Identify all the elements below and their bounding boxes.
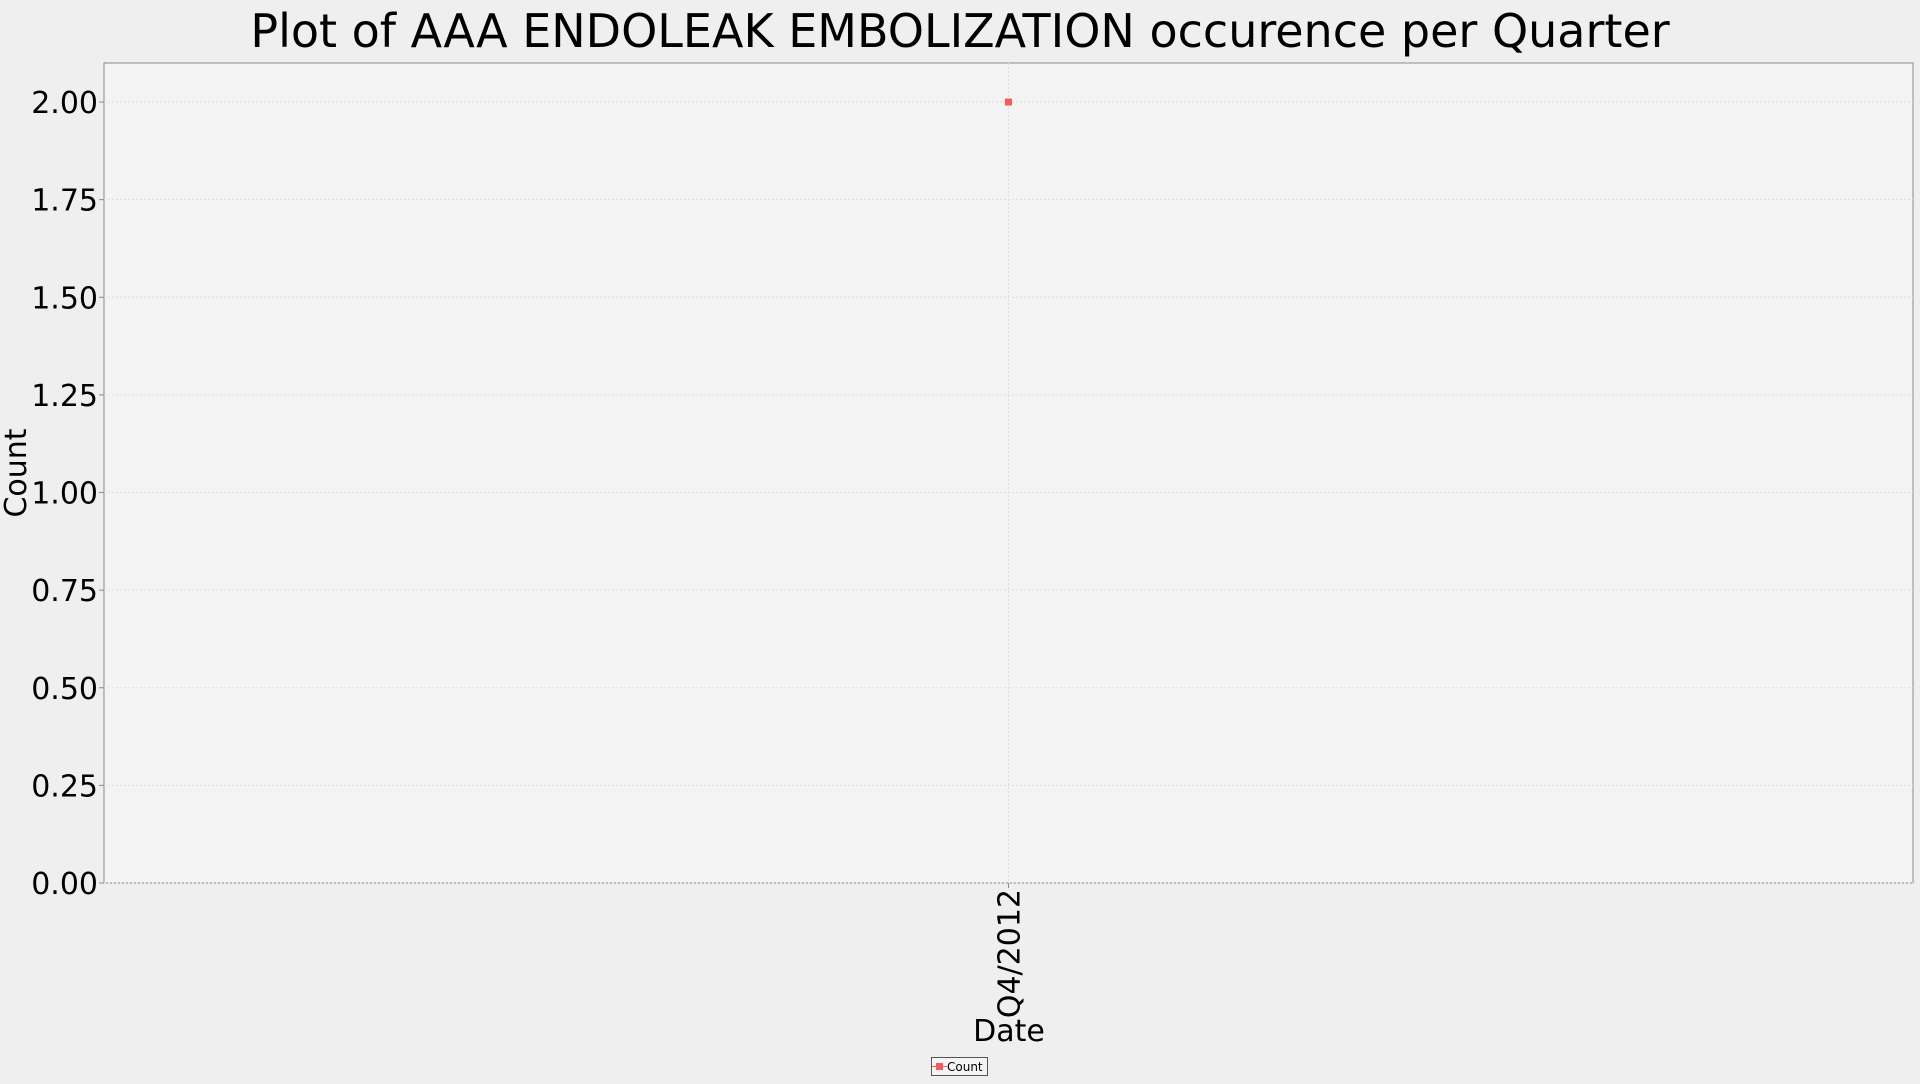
x-axis-label: Date [973, 1014, 1045, 1049]
y-axis-ticks: 0.00 0.25 0.50 0.75 1.00 1.25 1.50 1.75 2.00 [31, 86, 104, 902]
data-point [1005, 98, 1012, 106]
y-axis-label: Count [0, 428, 34, 517]
y-tick-label: 1.00 [31, 477, 98, 512]
x-axis-ticks: Q4/2012 [993, 883, 1028, 1018]
x-tick-label: Q4/2012 [993, 889, 1028, 1018]
y-tick-label: 1.75 [31, 184, 98, 219]
y-tick-label: 0.00 [31, 867, 98, 902]
y-tick-label: 2.00 [31, 86, 98, 121]
data-points [1005, 98, 1012, 106]
legend: Count [931, 1057, 988, 1076]
chart-title: Plot of AAA ENDOLEAK EMBOLIZATION occure… [250, 4, 1669, 58]
legend-marker-icon [932, 1063, 947, 1070]
y-tick-label: 0.75 [31, 574, 98, 609]
legend-label: Count [947, 1059, 983, 1074]
y-tick-label: 0.50 [31, 672, 98, 707]
y-tick-label: 1.25 [31, 379, 98, 414]
y-tick-label: 0.25 [31, 769, 98, 804]
y-tick-label: 1.50 [31, 281, 98, 316]
